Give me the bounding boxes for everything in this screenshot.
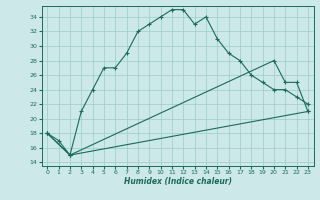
- X-axis label: Humidex (Indice chaleur): Humidex (Indice chaleur): [124, 177, 232, 186]
